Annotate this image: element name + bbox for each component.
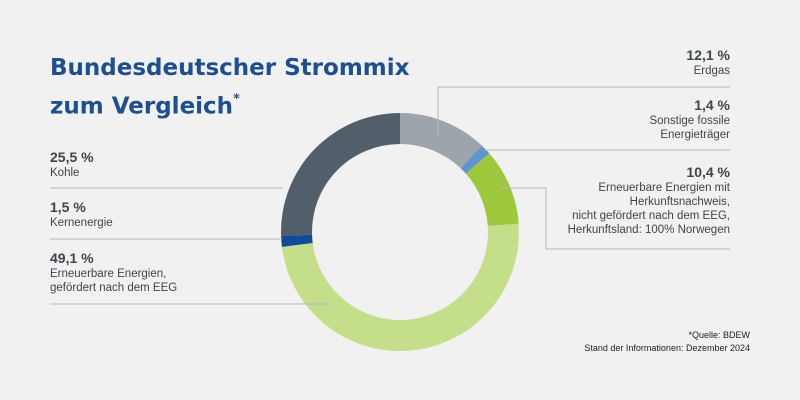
label-erdgas-value: 12,1 % xyxy=(686,47,730,63)
leader-line-erdgas xyxy=(437,86,730,136)
label-sonstige-fossile-text-2: Energieträger xyxy=(660,129,730,141)
slice-kohle xyxy=(281,113,400,236)
label-ee-norwegen-text-2: Herkunftsnachweis, xyxy=(629,196,730,208)
label-ee-eeg-text-1: Erneuerbare Energien, xyxy=(50,268,167,280)
title-line-2: zum Vergleich xyxy=(50,93,234,120)
label-ee-norwegen-text-4: Herkunftsland: 100% Norwegen xyxy=(567,224,730,236)
label-ee-eeg: 49,1 % Erneuerbare Energien, gefördert n… xyxy=(50,249,177,295)
slice-kernenergie xyxy=(281,234,313,247)
chart-title: Bundesdeutscher Strommix zum Vergleich* xyxy=(50,52,409,124)
label-ee-norwegen: 10,4 % Erneuerbare Energien mit Herkunft… xyxy=(568,163,730,237)
label-kohle: 25,5 % Kohle xyxy=(50,148,94,180)
footnote: *Quelle: BDEW Stand der Informationen: D… xyxy=(584,329,750,355)
slice-ee-norwegen xyxy=(466,153,519,226)
slice-erdgas xyxy=(400,113,483,169)
title-footnote-mark: * xyxy=(233,92,240,107)
title-line-1: Bundesdeutscher Strommix xyxy=(50,55,410,81)
label-sonstige-fossile-text-1: Sonstige fossile xyxy=(649,115,730,127)
label-kohle-text: Kohle xyxy=(50,167,80,179)
footnote-date: Stand der Informationen: Dezember 2024 xyxy=(584,343,750,353)
label-kernenergie-text: Kernenergie xyxy=(50,217,113,229)
leader-line-ee-norwegen xyxy=(500,187,730,250)
label-ee-norwegen-text-1: Erneuerbare Energien mit xyxy=(598,182,730,194)
label-sonstige-fossile-value: 1,4 % xyxy=(694,97,730,113)
label-erdgas: 12,1 % Erdgas xyxy=(686,46,730,78)
slice-ee-eeg xyxy=(281,223,519,352)
label-ee-eeg-value: 49,1 % xyxy=(50,250,94,266)
label-kernenergie-value: 1,5 % xyxy=(50,199,86,215)
label-ee-norwegen-value: 10,4 % xyxy=(686,164,730,180)
label-erdgas-text: Erdgas xyxy=(693,65,730,77)
slice-sonstige-fossile xyxy=(460,145,490,174)
label-ee-eeg-text-2: gefördert nach dem EEG xyxy=(50,282,178,294)
footnote-source: *Quelle: BDEW xyxy=(688,330,750,340)
label-sonstige-fossile: 1,4 % Sonstige fossile Energieträger xyxy=(649,96,730,142)
label-kohle-value: 25,5 % xyxy=(50,149,94,165)
label-ee-norwegen-text-3: nicht gefördert nach dem EEG, xyxy=(572,210,730,222)
label-kernenergie: 1,5 % Kernenergie xyxy=(50,198,113,230)
